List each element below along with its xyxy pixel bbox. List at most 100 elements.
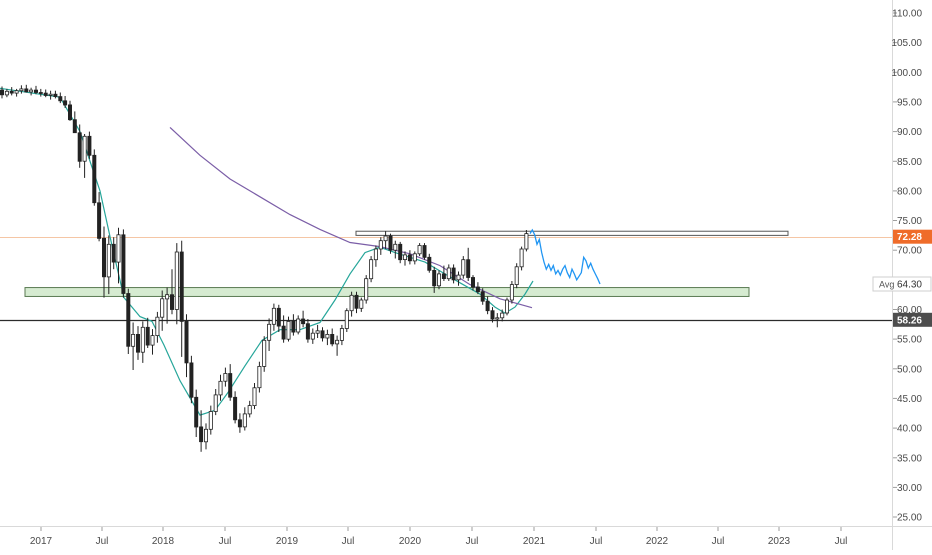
candle-body — [296, 318, 301, 333]
price-badge-1 — [893, 312, 932, 327]
candle-body — [155, 316, 160, 337]
candle-body — [242, 413, 247, 428]
y-tick-label: 85.00 — [897, 157, 922, 168]
candle-body — [228, 373, 233, 398]
y-tick-label: 50.00 — [897, 364, 922, 375]
candle-body — [53, 93, 58, 97]
candle-body — [194, 396, 199, 428]
y-tick-label: 90.00 — [897, 127, 922, 138]
candle-body — [116, 234, 121, 263]
candle-body — [407, 254, 412, 262]
candle-body — [470, 277, 475, 288]
y-tick-label: 95.00 — [897, 97, 922, 108]
line-series-layer — [529, 228, 601, 285]
candle-body — [524, 233, 529, 250]
x-tick-label: Jul — [96, 536, 109, 547]
candle-body — [135, 333, 140, 353]
zone-rect-0 — [355, 230, 789, 236]
candle-body — [519, 248, 524, 268]
candle-body — [223, 373, 228, 382]
candle-body — [184, 320, 189, 364]
candle-body — [398, 243, 403, 261]
candle-body — [485, 300, 490, 312]
candle-body — [199, 426, 204, 443]
candle-body — [388, 235, 393, 251]
y-tick-label: 100.00 — [891, 68, 922, 79]
candle-body — [335, 339, 340, 345]
x-tick-label: 2021 — [523, 536, 546, 547]
price-axis[interactable]: 110.00 105.00 100.00 95.00 90.00 85.00 80.00 75… — [891, 9, 922, 524]
candle-body — [126, 293, 131, 347]
candle-body — [131, 333, 136, 347]
candle-body — [43, 92, 48, 96]
candle-body — [213, 394, 218, 412]
candle-body — [4, 90, 9, 96]
candle-body — [48, 93, 53, 96]
candle-body — [320, 330, 325, 339]
candle-body — [349, 294, 354, 312]
candle-body — [92, 154, 97, 204]
candle-body — [509, 284, 514, 301]
candle-body — [38, 92, 43, 94]
candle-body — [301, 318, 306, 325]
candle-body — [354, 294, 359, 309]
candle-body — [87, 135, 92, 156]
candle-body — [72, 119, 77, 134]
candle-body — [393, 243, 398, 251]
y-tick-label: 60.00 — [897, 305, 922, 316]
candle-body — [247, 405, 252, 415]
candle-body — [262, 339, 267, 367]
candle-body — [436, 273, 441, 287]
candle-body — [0, 89, 5, 96]
candle-body — [451, 267, 456, 281]
candle-body — [140, 326, 145, 353]
x-tick-label: Jul — [466, 536, 479, 547]
candle-body — [339, 328, 344, 341]
candle-body — [82, 135, 87, 162]
line-series-0 — [529, 228, 601, 285]
price-badge-text-0: 72.28 — [897, 232, 922, 243]
price-badge-0 — [893, 229, 932, 244]
price-labels-layer: 72.28 58.26 Avg 64.30 — [872, 229, 932, 327]
x-tick-label: Jul — [219, 536, 232, 547]
y-tick-label: 80.00 — [897, 186, 922, 197]
candle-body — [402, 254, 407, 260]
candle-body — [102, 237, 107, 278]
y-tick-label: 75.00 — [897, 216, 922, 227]
candle-body — [291, 320, 296, 333]
avg-badge — [872, 276, 932, 292]
candle-body — [63, 100, 68, 106]
candle-body — [252, 387, 257, 406]
x-tick-label: 2018 — [152, 536, 175, 547]
candle-body — [315, 330, 320, 334]
avg-label-text: Avg — [879, 280, 894, 290]
x-tick-label: 2019 — [276, 536, 299, 547]
candle-body — [310, 332, 315, 340]
candle-body — [286, 320, 291, 340]
x-tick-label: Jul — [712, 536, 725, 547]
time-axis[interactable]: 2017 Jul 2018 Jul 2019 Jul 2020 Jul 2021 Jul 2022 J… — [30, 527, 848, 547]
candle-body — [29, 89, 34, 93]
candle-body — [514, 266, 519, 285]
candle-body — [475, 286, 480, 293]
candle-body — [495, 317, 500, 320]
y-tick-label: 55.00 — [897, 335, 922, 346]
candle-body — [271, 307, 276, 325]
candle-body — [97, 202, 102, 239]
candle-body — [276, 307, 281, 327]
avg-value-text: 64.30 — [897, 280, 922, 291]
y-tick-label: 30.00 — [897, 483, 922, 494]
candle-body — [165, 294, 170, 300]
candle-body — [111, 243, 116, 263]
candle-body — [466, 259, 471, 278]
candle-body — [58, 96, 63, 102]
candle-body — [233, 396, 238, 421]
candle-body — [179, 251, 184, 322]
x-tick-label: 2022 — [646, 536, 669, 547]
candle-body — [480, 291, 485, 302]
zones-layer — [24, 230, 789, 297]
candle-body — [14, 90, 19, 94]
candle-body — [373, 248, 378, 261]
